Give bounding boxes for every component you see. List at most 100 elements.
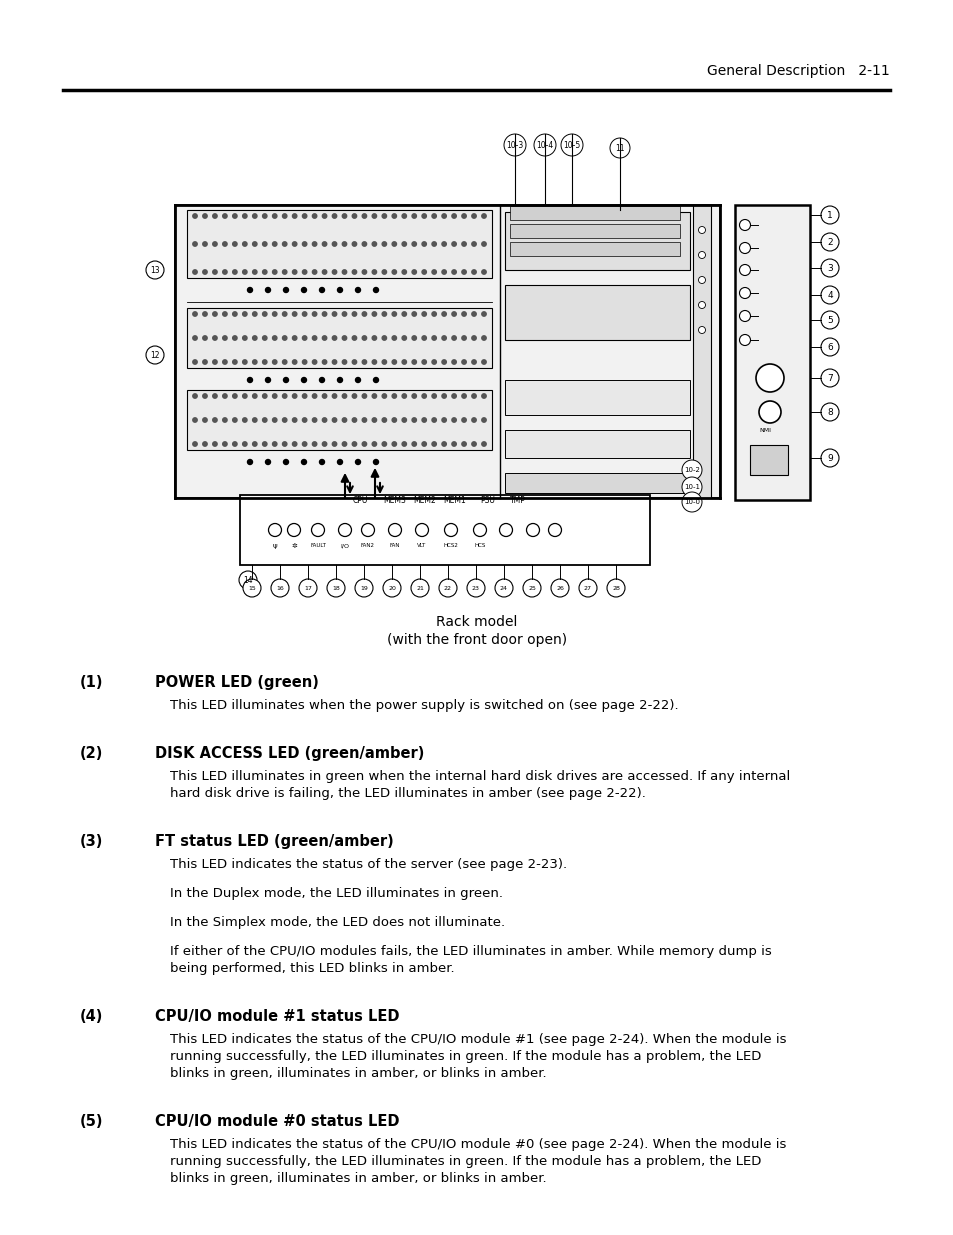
Circle shape <box>452 242 456 246</box>
Circle shape <box>302 269 307 274</box>
Circle shape <box>461 311 466 316</box>
Circle shape <box>392 311 396 316</box>
Circle shape <box>239 571 256 589</box>
Circle shape <box>222 336 227 340</box>
Circle shape <box>332 359 336 364</box>
Circle shape <box>322 214 327 219</box>
Circle shape <box>222 269 227 274</box>
Circle shape <box>362 417 366 422</box>
Text: HCS2: HCS2 <box>443 543 458 548</box>
Circle shape <box>293 336 296 340</box>
Circle shape <box>412 242 416 246</box>
Circle shape <box>355 579 373 597</box>
Circle shape <box>265 459 271 464</box>
Circle shape <box>203 311 207 316</box>
Circle shape <box>282 359 287 364</box>
Text: 3: 3 <box>826 263 832 273</box>
Circle shape <box>242 214 247 219</box>
Circle shape <box>282 417 287 422</box>
Bar <box>692 205 710 498</box>
Circle shape <box>233 359 236 364</box>
Circle shape <box>262 269 267 274</box>
Text: VLT: VLT <box>416 543 426 548</box>
Text: 23: 23 <box>472 585 479 590</box>
Circle shape <box>412 417 416 422</box>
Circle shape <box>273 394 276 398</box>
Circle shape <box>412 442 416 446</box>
Circle shape <box>372 242 376 246</box>
Circle shape <box>203 442 207 446</box>
Bar <box>734 205 809 500</box>
Circle shape <box>342 442 346 446</box>
Circle shape <box>242 417 247 422</box>
Circle shape <box>355 459 360 464</box>
Circle shape <box>242 394 247 398</box>
Text: ✲: ✲ <box>291 543 296 550</box>
Circle shape <box>322 442 327 446</box>
Text: PSU: PSU <box>480 496 495 505</box>
Circle shape <box>401 242 406 246</box>
Circle shape <box>337 288 342 293</box>
Circle shape <box>342 311 346 316</box>
Circle shape <box>432 359 436 364</box>
Circle shape <box>253 359 256 364</box>
Circle shape <box>441 214 446 219</box>
Circle shape <box>401 269 406 274</box>
Circle shape <box>203 214 207 219</box>
Circle shape <box>247 378 253 383</box>
Circle shape <box>382 394 386 398</box>
Circle shape <box>362 311 366 316</box>
Circle shape <box>265 378 271 383</box>
Text: This LED indicates the status of the CPU/IO module #1 (see page 2-24). When the : This LED indicates the status of the CPU… <box>170 1032 785 1046</box>
Circle shape <box>432 417 436 422</box>
Text: If either of the CPU/IO modules fails, the LED illuminates in amber. While memor: If either of the CPU/IO modules fails, t… <box>170 945 771 958</box>
Circle shape <box>312 242 316 246</box>
Circle shape <box>203 359 207 364</box>
Circle shape <box>452 336 456 340</box>
Circle shape <box>388 524 401 536</box>
Text: 12: 12 <box>150 351 159 359</box>
Circle shape <box>213 394 217 398</box>
Circle shape <box>452 269 456 274</box>
Circle shape <box>421 394 426 398</box>
Circle shape <box>283 288 288 293</box>
Circle shape <box>312 336 316 340</box>
Circle shape <box>203 336 207 340</box>
Circle shape <box>222 311 227 316</box>
Circle shape <box>247 459 253 464</box>
Circle shape <box>312 394 316 398</box>
Circle shape <box>352 417 356 422</box>
Circle shape <box>609 138 629 158</box>
Circle shape <box>193 442 197 446</box>
Text: 4: 4 <box>826 290 832 300</box>
Circle shape <box>322 394 327 398</box>
Circle shape <box>233 269 236 274</box>
Text: running successfully, the LED illuminates in green. If the module has a problem,: running successfully, the LED illuminate… <box>170 1050 760 1063</box>
Circle shape <box>472 311 476 316</box>
Circle shape <box>342 336 346 340</box>
Circle shape <box>472 394 476 398</box>
Circle shape <box>332 417 336 422</box>
Circle shape <box>421 417 426 422</box>
Circle shape <box>287 524 300 536</box>
Circle shape <box>461 359 466 364</box>
Circle shape <box>193 359 197 364</box>
Circle shape <box>374 288 378 293</box>
Text: 10-2: 10-2 <box>683 467 700 473</box>
Circle shape <box>698 326 705 333</box>
Circle shape <box>312 524 324 536</box>
Circle shape <box>293 394 296 398</box>
Circle shape <box>312 214 316 219</box>
Circle shape <box>421 442 426 446</box>
Circle shape <box>332 442 336 446</box>
Text: MEM1: MEM1 <box>443 496 466 505</box>
Circle shape <box>755 364 783 391</box>
Circle shape <box>273 269 276 274</box>
Circle shape <box>233 311 236 316</box>
Circle shape <box>283 459 288 464</box>
Circle shape <box>352 359 356 364</box>
Circle shape <box>681 477 701 496</box>
Text: NMI: NMI <box>759 429 770 433</box>
Circle shape <box>578 579 597 597</box>
Circle shape <box>452 214 456 219</box>
